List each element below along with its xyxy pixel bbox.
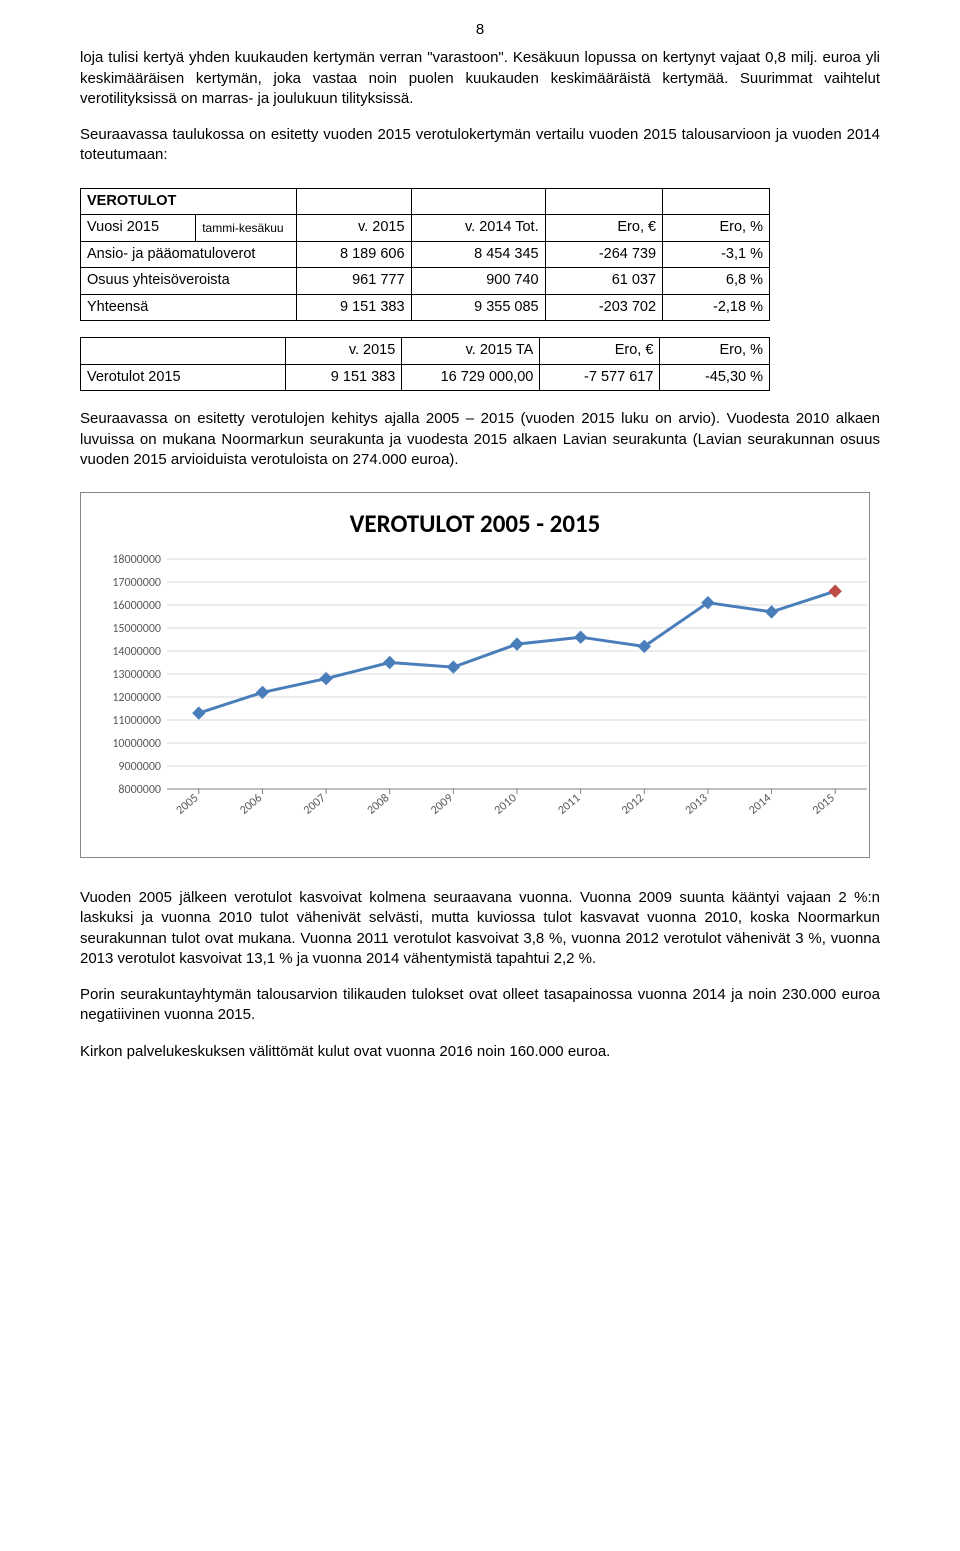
table1-empty: [663, 188, 770, 215]
table2-col-head: Ero, %: [660, 338, 770, 365]
table1-col-head: Ero, %: [663, 215, 770, 242]
svg-text:18000000: 18000000: [112, 553, 161, 567]
table2-col-head: v. 2015 TA: [402, 338, 540, 365]
cell: -45,30 %: [660, 364, 770, 391]
row-label: Verotulot 2015: [81, 364, 286, 391]
cell: -264 739: [545, 241, 662, 268]
body-paragraph: Seuraavassa on esitetty verotulojen kehi…: [80, 409, 880, 470]
svg-text:2008: 2008: [365, 791, 393, 817]
table1-col-head: Ero, €: [545, 215, 662, 242]
cell: 9 151 383: [285, 364, 402, 391]
chart-title: VEROTULOT 2005 - 2015: [95, 507, 855, 541]
svg-text:14000000: 14000000: [112, 645, 161, 659]
table2-empty: [81, 338, 286, 365]
row-label: Yhteensä: [81, 294, 297, 321]
svg-text:8000000: 8000000: [118, 783, 161, 797]
svg-text:2014: 2014: [746, 791, 774, 817]
table2-col-head: Ero, €: [540, 338, 660, 365]
svg-text:2006: 2006: [237, 791, 265, 817]
cell: -2,18 %: [663, 294, 770, 321]
cell: 9 355 085: [411, 294, 545, 321]
cell: -3,1 %: [663, 241, 770, 268]
svg-text:12000000: 12000000: [112, 691, 161, 705]
cell: 16 729 000,00: [402, 364, 540, 391]
row-label: Osuus yhteisöveroista: [81, 268, 297, 295]
table1-empty: [411, 188, 545, 215]
table-row: Ansio- ja pääomatuloverot 8 189 606 8 45…: [81, 241, 770, 268]
svg-text:2012: 2012: [619, 791, 647, 817]
cell: 8 454 345: [411, 241, 545, 268]
table1-subhead: Vuosi 2015: [81, 215, 196, 242]
table-row: Osuus yhteisöveroista 961 777 900 740 61…: [81, 268, 770, 295]
document-page: 8 loja tulisi kertyä yhden kuukauden ker…: [40, 0, 920, 1102]
table1-header-left: VEROTULOT: [81, 188, 297, 215]
table-row: Verotulot 2015 9 151 383 16 729 000,00 -…: [81, 364, 770, 391]
svg-text:2010: 2010: [492, 791, 520, 817]
table-row: Yhteensä 9 151 383 9 355 085 -203 702 -2…: [81, 294, 770, 321]
cell: 8 189 606: [297, 241, 411, 268]
svg-text:2011: 2011: [556, 791, 584, 817]
svg-text:11000000: 11000000: [112, 714, 161, 728]
svg-text:17000000: 17000000: [112, 576, 161, 590]
chart-container: VEROTULOT 2005 - 2015 8000000 9000000 1000…: [80, 492, 870, 858]
svg-text:2013: 2013: [683, 791, 711, 817]
svg-text:10000000: 10000000: [112, 737, 161, 751]
svg-text:13000000: 13000000: [112, 668, 161, 682]
cell: -7 577 617: [540, 364, 660, 391]
cell: -203 702: [545, 294, 662, 321]
cell: 6,8 %: [663, 268, 770, 295]
cell: 9 151 383: [297, 294, 411, 321]
body-paragraph: Seuraavassa taulukossa on esitetty vuode…: [80, 125, 880, 166]
body-paragraph: loja tulisi kertyä yhden kuukauden kerty…: [80, 48, 880, 109]
cell: 900 740: [411, 268, 545, 295]
svg-text:15000000: 15000000: [112, 622, 161, 636]
table1-subhead: tammi-kesäkuu: [196, 215, 297, 242]
verotulot-table-1: VEROTULOT Vuosi 2015 tammi-kesäkuu v. 20…: [80, 188, 770, 322]
svg-text:2007: 2007: [301, 791, 329, 817]
svg-text:2015: 2015: [810, 791, 838, 817]
table2-col-head: v. 2015: [285, 338, 402, 365]
table1-col-head: v. 2015: [297, 215, 411, 242]
row-label: Ansio- ja pääomatuloverot: [81, 241, 297, 268]
cell: 961 777: [297, 268, 411, 295]
svg-text:2009: 2009: [428, 791, 456, 817]
body-paragraph: Vuoden 2005 jälkeen verotulot kasvoivat …: [80, 888, 880, 969]
line-chart: 8000000 9000000 10000000 11000000 12000000 13…: [95, 549, 879, 837]
page-number: 8: [80, 20, 880, 40]
table1-empty: [297, 188, 411, 215]
svg-text:16000000: 16000000: [112, 599, 161, 613]
svg-text:9000000: 9000000: [118, 760, 161, 774]
svg-text:2005: 2005: [174, 791, 202, 817]
table1-col-head: v. 2014 Tot.: [411, 215, 545, 242]
verotulot-table-2: v. 2015 v. 2015 TA Ero, € Ero, % Verotul…: [80, 337, 770, 391]
cell: 61 037: [545, 268, 662, 295]
body-paragraph: Porin seurakuntayhtymän talousarvion til…: [80, 985, 880, 1026]
table1-empty: [545, 188, 662, 215]
body-paragraph: Kirkon palvelukeskuksen välittömät kulut…: [80, 1042, 880, 1062]
